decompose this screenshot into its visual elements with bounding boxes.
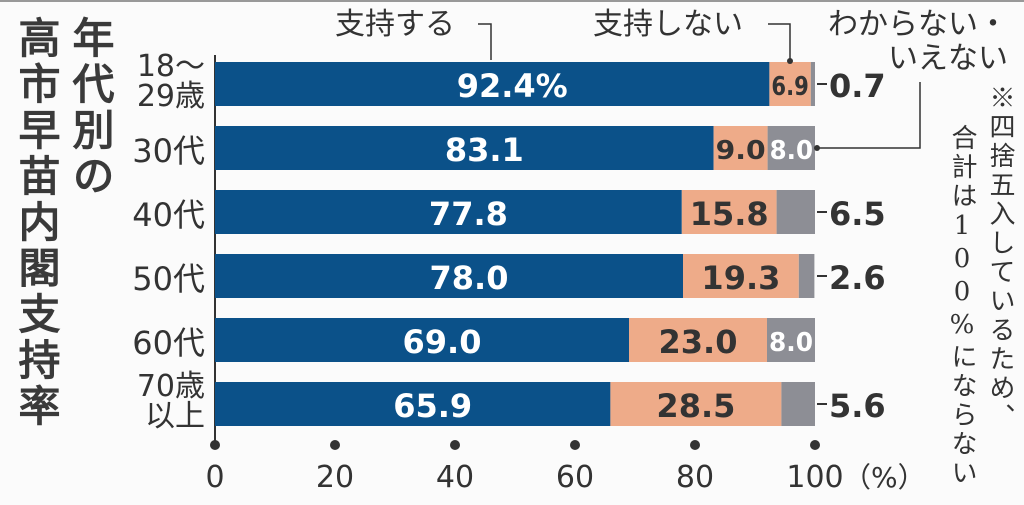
data-label-oppose: 15.8 xyxy=(690,195,769,233)
bar-segment-1 xyxy=(629,318,767,362)
top-border xyxy=(0,0,1024,2)
bar-segment-2 xyxy=(798,254,815,298)
category-label: 以上 xyxy=(145,399,205,434)
x-tick-dot xyxy=(570,440,580,450)
chart-title-line-1: 年代別の xyxy=(66,16,115,200)
x-tick-label: 40 xyxy=(436,460,474,495)
bar-segment-0 xyxy=(215,382,611,426)
data-label-unknown: 2.6 xyxy=(829,259,886,297)
x-tick-label: 60 xyxy=(556,460,594,495)
category-label: 60代 xyxy=(132,324,205,362)
bar-segment-0 xyxy=(215,254,683,298)
data-label-unknown: 8.0 xyxy=(769,328,813,358)
x-tick-label: 20 xyxy=(316,460,354,495)
x-tick-dot xyxy=(810,440,820,450)
data-label-oppose: 6.9 xyxy=(771,72,808,102)
data-label-support: 78.0 xyxy=(430,259,509,297)
bar-segment-2 xyxy=(781,382,815,426)
bar-segment-0 xyxy=(215,190,682,234)
category-label: 70歳 xyxy=(137,369,205,404)
bar-segment-0 xyxy=(215,318,629,362)
category-label: 29歳 xyxy=(137,79,205,114)
bar-segment-2 xyxy=(810,62,815,106)
category-label: 30代 xyxy=(132,132,205,170)
bar-segment-0 xyxy=(215,126,714,170)
legend-support: 支持する xyxy=(335,7,455,42)
chart-title-line-2: 高市早苗内閣支持率 xyxy=(12,16,61,430)
bar-segment-1 xyxy=(683,254,799,298)
leader-dot-unknown xyxy=(814,145,820,151)
legend-unknown: いえない xyxy=(888,41,1008,76)
leader-line-unknown xyxy=(818,82,921,149)
category-label: 50代 xyxy=(132,260,205,298)
data-label-support: 83.1 xyxy=(445,131,524,169)
bar-segment-0 xyxy=(215,62,770,106)
bar-segment-1 xyxy=(610,382,782,426)
data-label-unknown: 6.5 xyxy=(829,195,886,233)
x-tick-dot xyxy=(210,440,220,450)
legend-unknown: わからない・ xyxy=(828,7,1008,42)
data-label-support: 69.0 xyxy=(403,323,482,361)
legend-oppose: 支持しない xyxy=(593,7,743,42)
data-label-unknown: 8.0 xyxy=(770,136,813,166)
leader-line-oppose xyxy=(768,23,791,60)
data-label-oppose: 23.0 xyxy=(659,323,738,361)
bar-segment-1 xyxy=(681,190,777,234)
data-label-unknown: 0.7 xyxy=(829,67,886,105)
category-label: 18〜 xyxy=(137,49,205,84)
data-label-oppose: 28.5 xyxy=(656,387,735,425)
note-line-1: ※四捨五入しているため、 xyxy=(985,84,1015,432)
x-tick-dot xyxy=(690,440,700,450)
x-tick-dot xyxy=(450,440,460,450)
bar-segment-2 xyxy=(767,318,815,362)
bar-segment-1 xyxy=(769,62,811,106)
category-label: 40代 xyxy=(132,196,205,234)
data-label-support: 92.4% xyxy=(457,67,568,105)
x-tick-label: 80 xyxy=(676,460,714,495)
x-tick-label: 0 xyxy=(205,460,224,495)
data-label-oppose: 19.3 xyxy=(701,259,780,297)
leader-dot-oppose xyxy=(787,58,793,64)
data-label-oppose: 9.0 xyxy=(716,136,766,166)
data-label-support: 77.8 xyxy=(429,195,508,233)
bar-segment-2 xyxy=(776,190,815,234)
note-line-2: 合計は100%にならない xyxy=(947,124,977,488)
data-label-support: 65.9 xyxy=(393,387,472,425)
x-unit-label: （%） xyxy=(843,461,926,494)
x-tick-label: 100 xyxy=(786,460,843,495)
data-label-unknown: 5.6 xyxy=(829,387,886,425)
bar-segment-2 xyxy=(767,126,815,170)
leader-line-support xyxy=(478,23,492,60)
x-tick-dot xyxy=(330,440,340,450)
bar-segment-1 xyxy=(713,126,768,170)
